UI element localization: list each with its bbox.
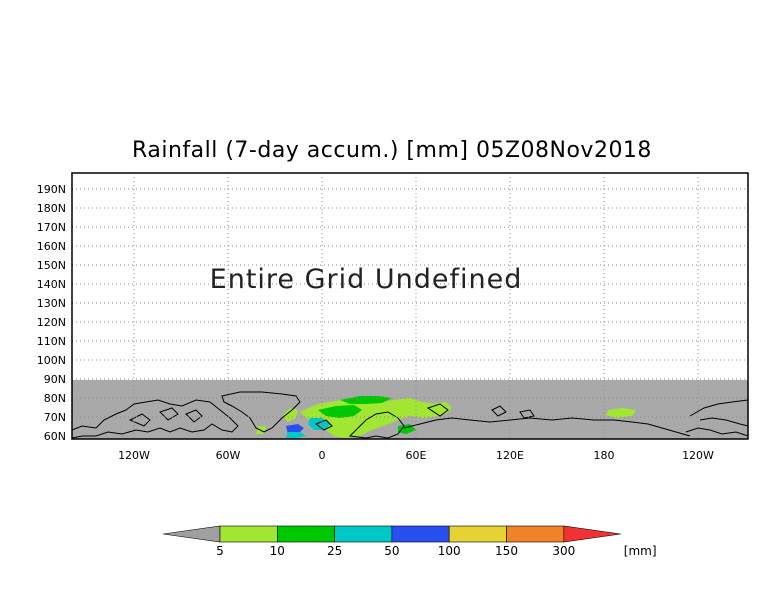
lat-label: 140N <box>37 278 66 291</box>
greenland-coast <box>221 391 301 433</box>
colorbar-label: 25 <box>327 544 342 558</box>
lat-label: 160N <box>37 240 66 253</box>
lon-label: 60E <box>406 449 427 462</box>
lat-label: 130N <box>37 297 66 310</box>
colorbar-label: 100 <box>438 544 461 558</box>
rain-patch-bering <box>606 408 636 418</box>
rain-patch-greenland-sea <box>282 408 298 422</box>
lon-label: 180 <box>594 449 615 462</box>
lon-label: 60W <box>216 449 241 462</box>
colorbar-swatch <box>334 525 393 543</box>
map-title: Rainfall (7-day accum.) [mm] 05Z08Nov201… <box>132 138 652 163</box>
alaska-detail <box>685 417 749 437</box>
arctic-islands <box>128 407 203 427</box>
colorbar-swatch <box>219 525 278 543</box>
eurasia-coast <box>403 417 691 437</box>
rain-patch-blue <box>286 424 304 434</box>
lat-label: 60N <box>44 430 66 443</box>
colorbar-label: 300 <box>552 544 575 558</box>
lon-label: 120W <box>682 449 714 462</box>
lon-label: 0 <box>319 449 326 462</box>
latitude-axis: 190N 180N 170N 160N 150N 140N 130N 120N … <box>37 183 66 443</box>
colorbar-unit: [mm] <box>624 544 657 558</box>
lat-label: 70N <box>44 411 66 424</box>
colorbar-label: 10 <box>270 544 285 558</box>
lat-label: 170N <box>37 221 66 234</box>
lat-label: 190N <box>37 183 66 196</box>
scandinavia-coast <box>348 411 405 439</box>
lat-label: 80N <box>44 392 66 405</box>
colorbar-label: 150 <box>495 544 518 558</box>
undefined-grid-message: Entire Grid Undefined <box>210 264 523 295</box>
lat-label: 110N <box>37 335 66 348</box>
rain-patch-cyan-sw <box>286 432 306 438</box>
colorbar-arrow-low <box>162 525 221 543</box>
lat-label: 120N <box>37 316 66 329</box>
colorbar-label: 5 <box>216 544 224 558</box>
lat-label: 90N <box>44 373 66 386</box>
lat-label: 180N <box>37 202 66 215</box>
lon-label: 120E <box>496 449 524 462</box>
colorbar: 5 10 25 50 100 150 300 [mm] <box>162 525 657 558</box>
north-america-coast <box>71 399 239 439</box>
lat-label: 100N <box>37 354 66 367</box>
siberian-islands <box>426 403 535 419</box>
longitude-axis: 120W 60W 0 60E 120E 180 120W <box>118 449 714 462</box>
lon-label: 120W <box>118 449 150 462</box>
lat-label: 150N <box>37 259 66 272</box>
iceland-coast <box>314 419 333 431</box>
plot-frame <box>71 172 749 440</box>
colorbar-label: 50 <box>384 544 399 558</box>
coastlines <box>71 391 749 439</box>
grid-lines <box>72 173 748 439</box>
colorbar-swatch <box>391 525 450 543</box>
colorbar-swatch <box>448 525 507 543</box>
rain-patch-north-atlantic <box>318 405 362 418</box>
colorbar-arrow-high <box>563 525 621 543</box>
colorbar-swatch <box>276 525 335 543</box>
colorbar-swatch <box>506 525 565 543</box>
alaska-coast <box>689 399 749 417</box>
